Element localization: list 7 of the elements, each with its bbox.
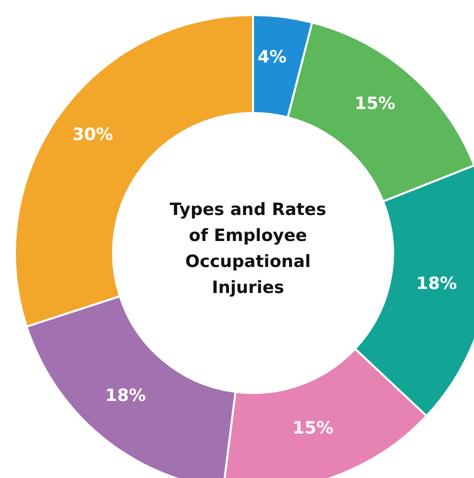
data-label: 30%	[72, 125, 114, 146]
data-label: 18%	[416, 274, 457, 294]
data-label: 15%	[292, 418, 334, 439]
data-label: 15%	[354, 94, 396, 114]
data-label: 4%	[258, 48, 286, 68]
text: Types and Rates of Employee Occupational Injuries	[170, 200, 326, 298]
data-label: 18%	[105, 386, 146, 406]
